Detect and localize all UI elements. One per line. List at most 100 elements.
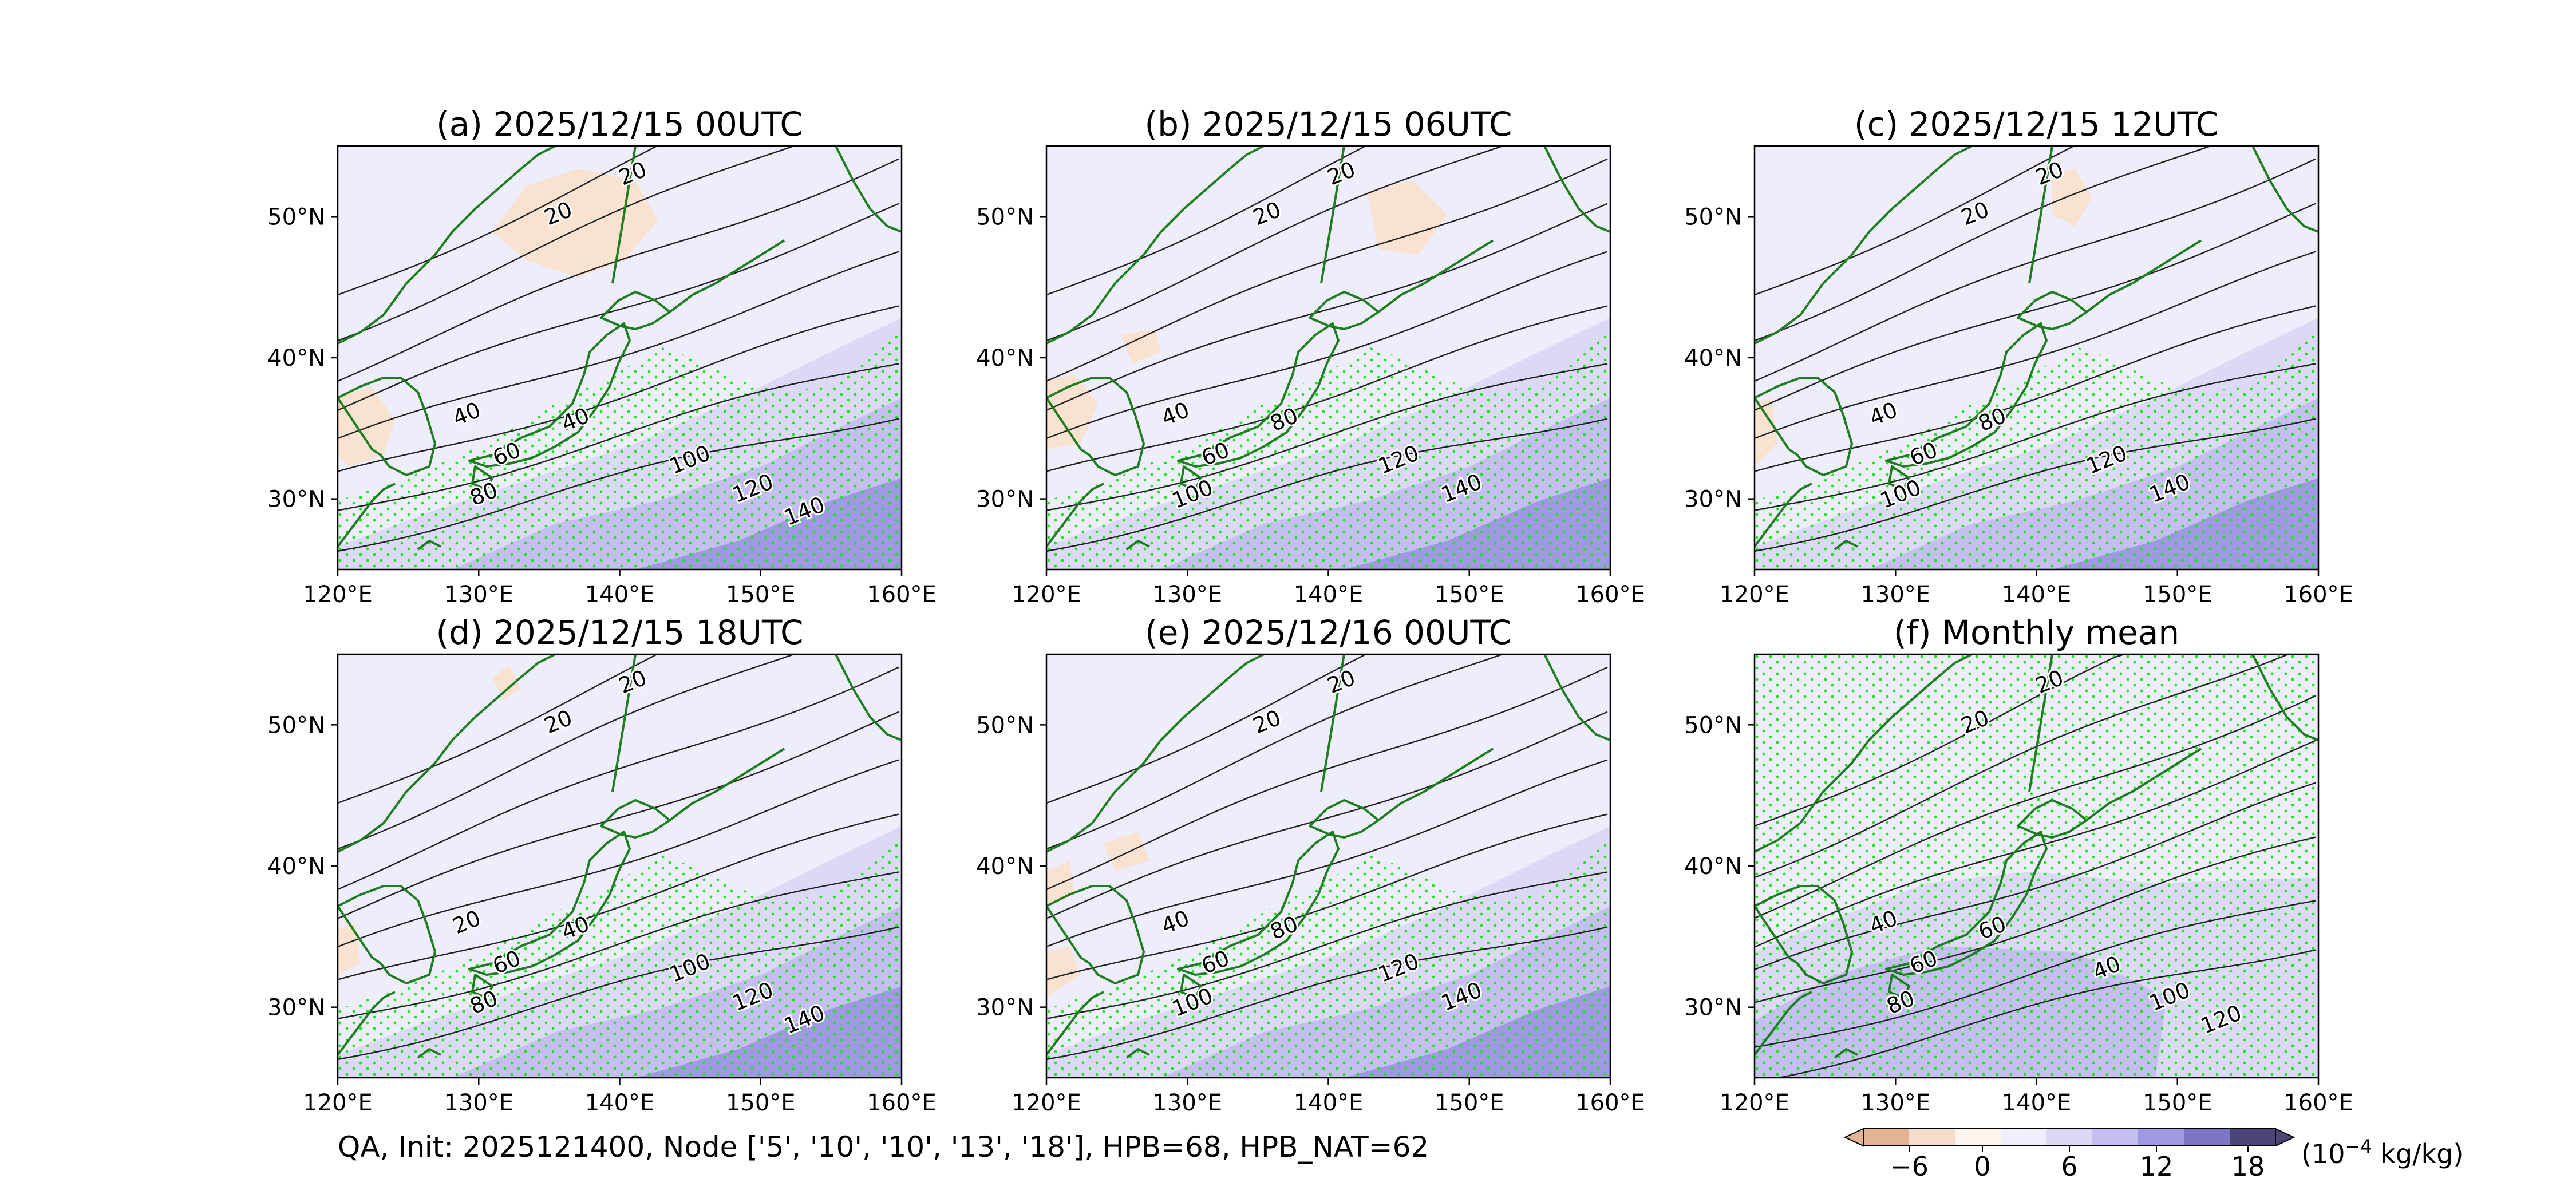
negative-anomaly-area — [338, 923, 361, 975]
colorbar-segment — [2001, 1129, 2046, 1146]
lon-tick-label: 160°E — [867, 1090, 937, 1116]
lon-tick-label: 120°E — [1012, 582, 1081, 608]
height-contour — [1046, 418, 1608, 552]
coastline — [611, 654, 637, 792]
lat-tick-label: 50°N — [267, 712, 325, 738]
colorbar-tick-label: 12 — [2140, 1151, 2174, 1182]
lat-tick-label: 50°N — [1684, 204, 1742, 230]
height-contour — [338, 871, 899, 1019]
negative-anomaly-area — [2052, 169, 2092, 226]
height-contour — [1755, 251, 2316, 440]
lat-tick-label: 50°N — [1684, 712, 1742, 738]
lat-tick-label: 30°N — [976, 487, 1034, 513]
negative-anomaly-area — [1121, 329, 1161, 363]
lat-tick-label: 50°N — [976, 204, 1034, 230]
lat-tick-label: 40°N — [267, 853, 325, 880]
lon-tick-label: 140°E — [1294, 1090, 1364, 1116]
height-contour — [1046, 158, 1608, 382]
panel-title: (f) Monthly mean — [1894, 613, 2179, 652]
coastline — [1046, 885, 1145, 984]
lon-tick-label: 120°E — [303, 1090, 373, 1116]
coastline — [468, 322, 631, 468]
lon-tick-label: 160°E — [867, 582, 937, 608]
coastline — [1177, 322, 1340, 468]
height-contour — [1046, 203, 1608, 411]
coastline — [2028, 654, 2053, 792]
height-contour — [338, 711, 899, 919]
lon-tick-label: 130°E — [444, 1090, 513, 1116]
colorbar-segment — [2184, 1129, 2230, 1146]
coastline — [2251, 654, 2318, 741]
coastline — [338, 885, 436, 984]
coastline — [1755, 885, 1853, 984]
height-contour — [1046, 305, 1608, 472]
panel-title: (b) 2025/12/15 06UTC — [1144, 105, 1512, 144]
height-contour — [1046, 759, 1608, 948]
coastline — [1125, 1048, 1150, 1059]
coastline — [1755, 483, 1812, 548]
colorbar-segment — [1863, 1129, 1909, 1146]
coastline — [471, 974, 493, 999]
lon-tick-label: 140°E — [1294, 582, 1364, 608]
lon-tick-label: 150°E — [2143, 582, 2212, 608]
negative-anomaly-area — [1046, 946, 1081, 998]
height-contour — [338, 158, 899, 382]
lat-tick-label: 40°N — [1684, 853, 1742, 880]
lat-tick-label: 40°N — [976, 345, 1034, 371]
coastline — [338, 146, 556, 345]
height-contour — [1046, 654, 1505, 850]
lon-tick-label: 130°E — [1152, 582, 1222, 608]
coastline — [1755, 654, 1973, 853]
coastline — [1834, 1048, 1858, 1059]
coastline — [1755, 377, 1853, 476]
negative-anomaly-area — [1104, 832, 1149, 872]
lat-tick-label: 30°N — [976, 995, 1034, 1021]
panel-title: (c) 2025/12/15 12UTC — [1854, 105, 2219, 144]
coastline — [338, 654, 556, 853]
footer-caption: QA, Init: 2025121400, Node ['5', '10', '… — [338, 1130, 1429, 1164]
lon-tick-label: 150°E — [726, 1090, 796, 1116]
coastline — [338, 991, 396, 1056]
coastline — [1377, 239, 1494, 313]
height-contour — [338, 418, 899, 552]
height-contour — [1755, 900, 2316, 1048]
negative-anomaly-area — [1755, 398, 1777, 466]
coastline — [1046, 146, 1265, 345]
coastline — [1320, 146, 1345, 284]
lon-tick-label: 130°E — [444, 582, 513, 608]
lon-tick-label: 160°E — [2283, 582, 2353, 608]
coastline — [611, 146, 637, 284]
coastline — [1377, 748, 1494, 821]
coastline — [1046, 377, 1145, 476]
colorbar-segment — [2046, 1129, 2092, 1146]
coastline — [1885, 831, 2048, 976]
height-contour — [1046, 813, 1608, 980]
coastline — [1834, 540, 1858, 551]
coastline — [1180, 974, 1202, 999]
lon-tick-label: 140°E — [2002, 1090, 2072, 1116]
height-contour — [338, 251, 899, 440]
height-contour — [1755, 654, 2128, 827]
coastline — [1046, 483, 1104, 548]
lon-tick-label: 150°E — [726, 582, 796, 608]
coastline — [669, 239, 785, 313]
coastline — [1755, 991, 1812, 1056]
colorbar-tick-label: 6 — [2061, 1151, 2077, 1182]
height-contour — [1755, 146, 2213, 342]
coastline — [1125, 540, 1150, 551]
colorbar-extend-high — [2275, 1128, 2296, 1147]
height-contour — [1755, 418, 2316, 552]
coastline — [471, 465, 493, 491]
colorbar: −6 0 6 12 18 (10−4 kg/kg) — [1843, 1128, 2463, 1182]
height-contour — [338, 926, 899, 1061]
height-contour — [1046, 666, 1608, 891]
coastline — [1046, 991, 1104, 1056]
height-contour — [338, 363, 899, 511]
